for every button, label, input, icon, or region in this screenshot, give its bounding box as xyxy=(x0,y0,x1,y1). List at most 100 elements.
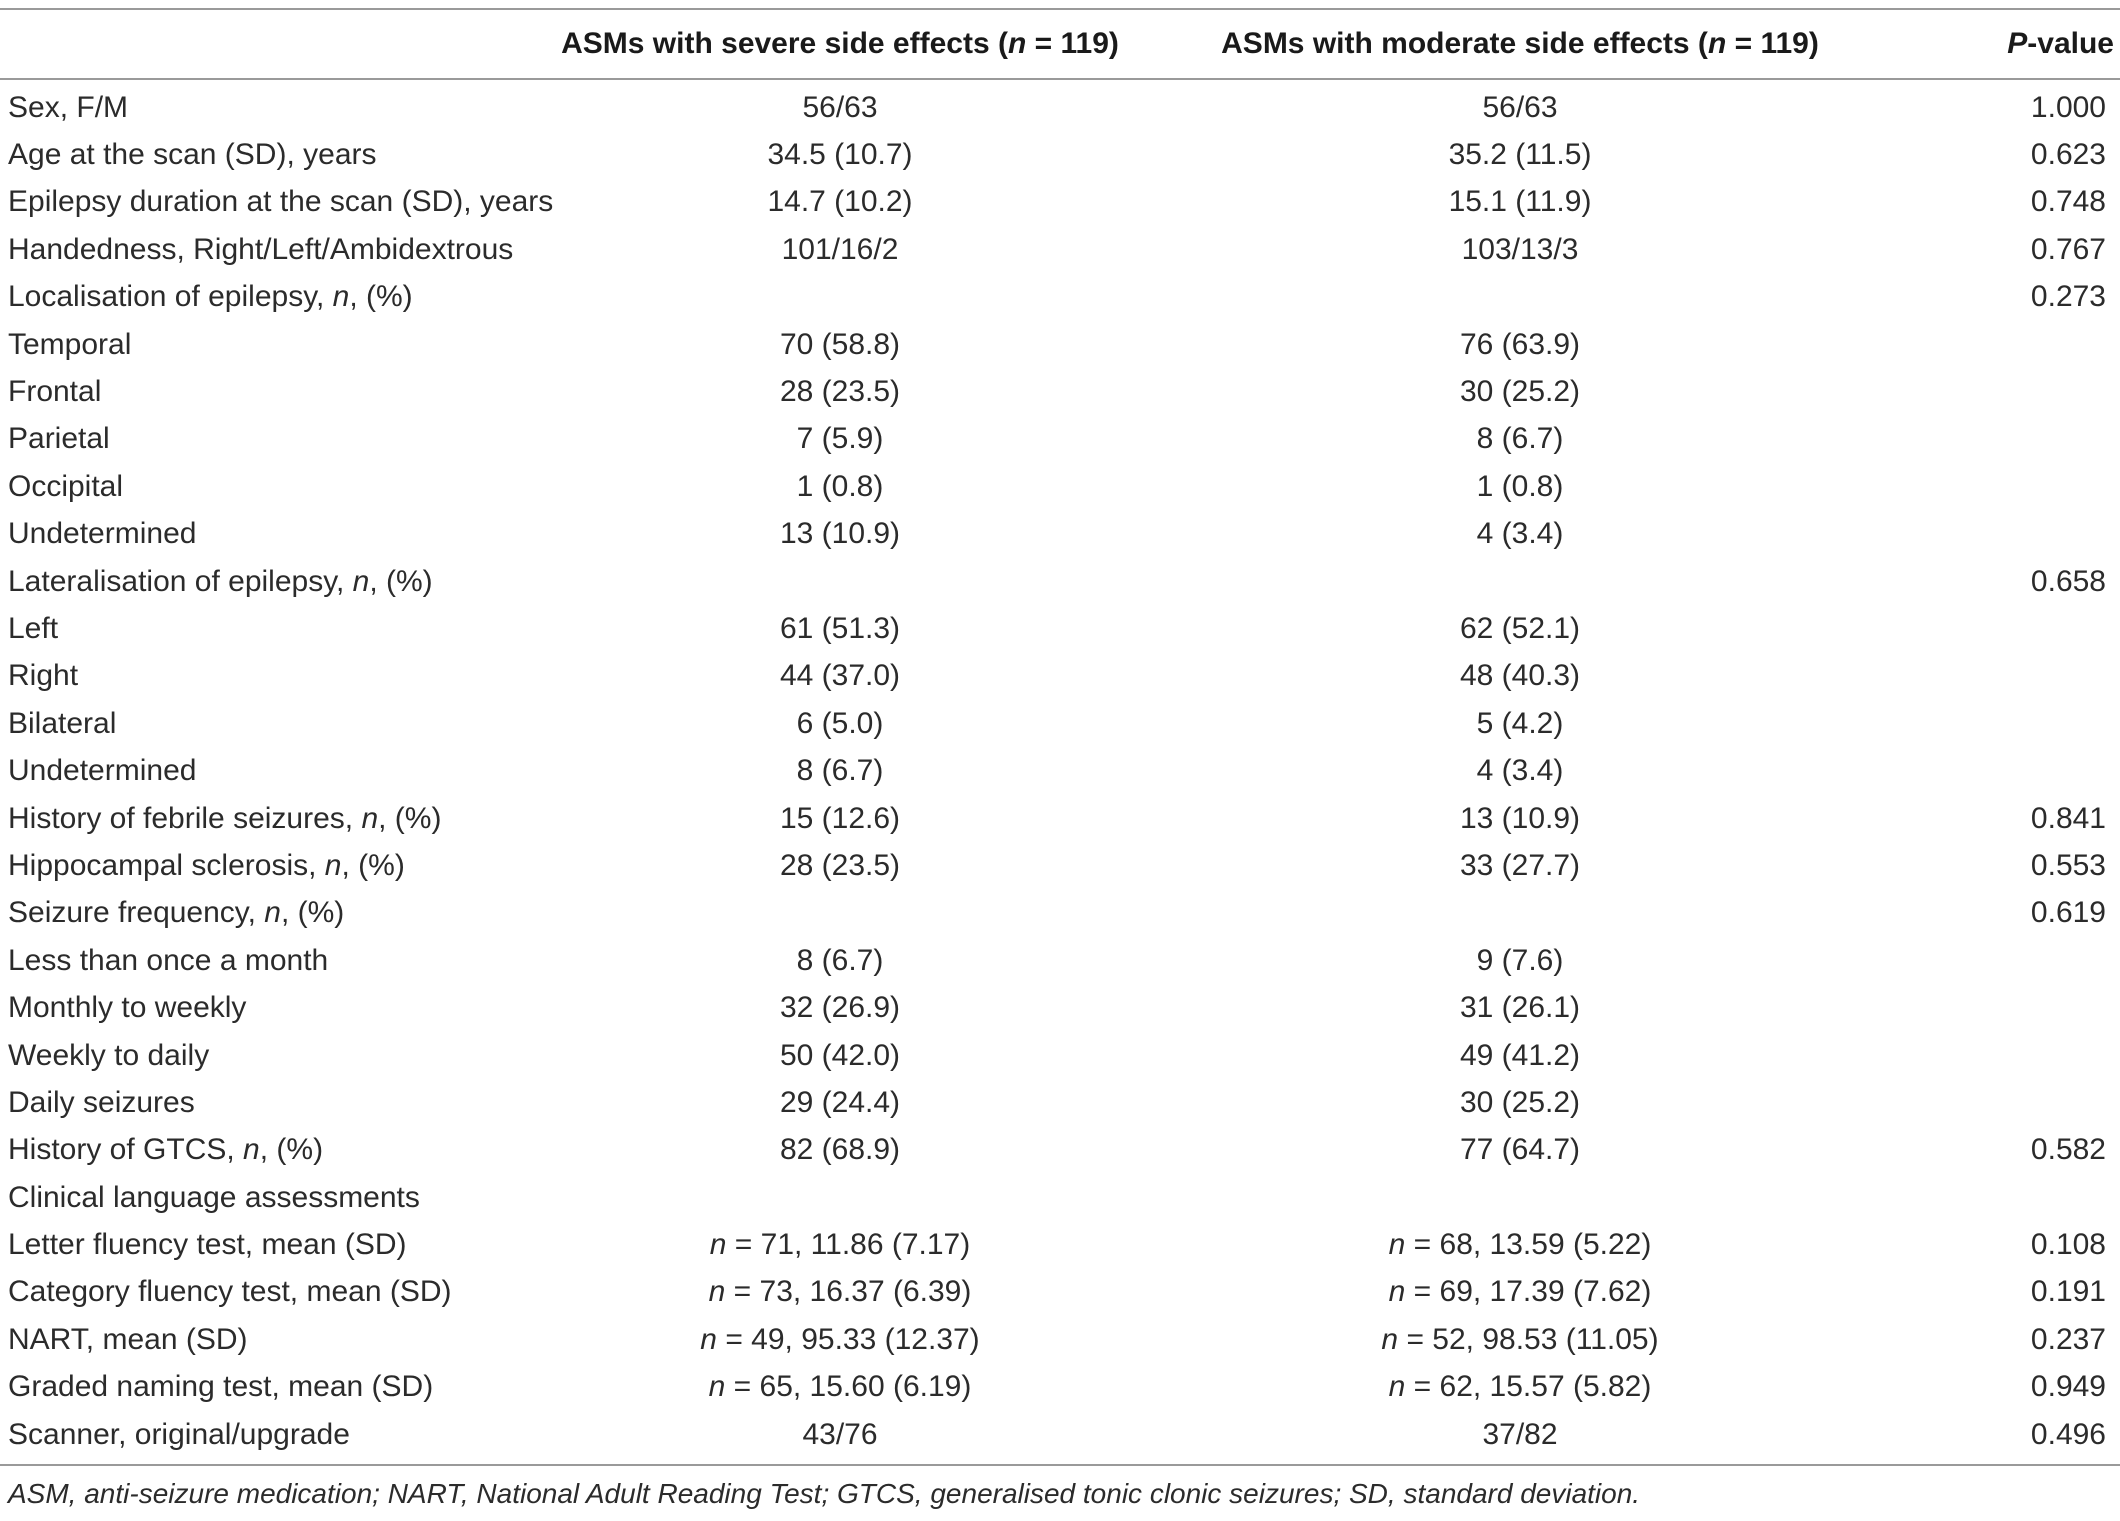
header-row: ASMs with severe side effects (n = 119) … xyxy=(0,9,2120,79)
table-row: Bilateral 6 (5.0) 5 (4.2) xyxy=(0,700,2120,747)
severe-value: n = 65, 15.60 (6.19) xyxy=(708,1370,972,1404)
p-value: 0.623 xyxy=(2030,138,2106,172)
table-header: ASMs with severe side effects (n = 119) … xyxy=(0,9,2120,79)
table-row: Epilepsy duration at the scan (SD), year… xyxy=(0,179,2120,226)
row-label: Lateralisation of epilepsy, n, (%) xyxy=(8,564,433,598)
row-label: Hippocampal sclerosis, n, (%) xyxy=(8,848,405,882)
severe-value: 13 (10.9) xyxy=(779,517,901,551)
row-label: Undetermined xyxy=(8,754,197,788)
row-label: Scanner, original/upgrade xyxy=(8,1417,350,1451)
table-row: Category fluency test, mean (SD) n = 73, … xyxy=(0,1269,2120,1316)
table-row: Seizure frequency, n, (%) 0.619 xyxy=(0,890,2120,937)
row-label: History of GTCS, n, (%) xyxy=(8,1133,324,1167)
row-label: Handedness, Right/Left/Ambidextrous xyxy=(8,232,514,266)
row-label: Occipital xyxy=(8,469,124,503)
table-row: Occipital 1 (0.8) 1 (0.8) xyxy=(0,463,2120,510)
moderate-value: n = 62, 15.57 (5.82) xyxy=(1388,1370,1652,1404)
moderate-value: n = 52, 98.53 (11.05) xyxy=(1381,1322,1659,1356)
table-row: Localisation of epilepsy, n, (%) 0.273 xyxy=(0,274,2120,321)
header-label xyxy=(0,9,500,79)
p-value xyxy=(1860,984,2120,1031)
table-row: Handedness, Right/Left/Ambidextrous 101/1… xyxy=(0,226,2120,273)
moderate-value: 35.2 (11.5) xyxy=(1448,138,1592,172)
moderate-value: 13 (10.9) xyxy=(1459,801,1581,835)
row-label: Monthly to weekly xyxy=(8,991,247,1025)
table-row: Sex, F/M 56/63 56/63 1.000 xyxy=(0,79,2120,131)
table-row: Temporal 70 (58.8) 76 (63.9) xyxy=(0,321,2120,368)
moderate-value: 9 (7.6) xyxy=(1476,943,1564,977)
table-row: Frontal 28 (23.5) 30 (25.2) xyxy=(0,368,2120,415)
moderate-value: 30 (25.2) xyxy=(1459,1085,1581,1119)
p-value: 0.237 xyxy=(2030,1322,2106,1356)
header-p-value: P-value xyxy=(2007,27,2114,60)
moderate-value: 49 (41.2) xyxy=(1459,1038,1581,1072)
moderate-value: 33 (27.7) xyxy=(1459,848,1581,882)
moderate-value: 4 (3.4) xyxy=(1476,517,1564,551)
table-footer: ASM, anti-seizure medication; NART, Nati… xyxy=(0,1465,2120,1510)
table-row: Left 61 (51.3) 62 (52.1) xyxy=(0,605,2120,652)
p-value xyxy=(1860,368,2120,415)
severe-value: 8 (6.7) xyxy=(796,943,884,977)
p-value xyxy=(1860,605,2120,652)
severe-value: 28 (23.5) xyxy=(779,848,901,882)
severe-value: 6 (5.0) xyxy=(796,706,884,740)
severe-value: 1 (0.8) xyxy=(796,469,884,503)
p-value: 0.273 xyxy=(2030,280,2106,314)
row-label: Parietal xyxy=(8,422,110,456)
p-value: 0.949 xyxy=(2030,1370,2106,1404)
header-moderate: ASMs with moderate side effects (n = 119… xyxy=(1221,27,1819,60)
row-label: Clinical language assessments xyxy=(8,1180,420,1214)
severe-value: 101/16/2 xyxy=(781,232,899,266)
table-row: Undetermined 13 (10.9) 4 (3.4) xyxy=(0,511,2120,558)
row-label: Less than once a month xyxy=(8,943,329,977)
p-value: 0.582 xyxy=(2030,1133,2106,1167)
p-value: 0.767 xyxy=(2030,232,2106,266)
moderate-value: 48 (40.3) xyxy=(1459,659,1581,693)
p-value: 0.619 xyxy=(2030,896,2106,930)
p-value xyxy=(1860,416,2120,463)
row-label: Undetermined xyxy=(8,517,197,551)
p-value: 1.000 xyxy=(2030,90,2106,124)
table-row: Monthly to weekly 32 (26.9) 31 (26.1) xyxy=(0,984,2120,1031)
severe-value xyxy=(500,1174,1180,1221)
severe-value: 7 (5.9) xyxy=(796,422,884,456)
severe-value: n = 49, 95.33 (12.37) xyxy=(700,1322,980,1356)
row-label: Left xyxy=(8,611,59,645)
footnote-row: ASM, anti-seizure medication; NART, Nati… xyxy=(0,1465,2120,1510)
moderate-value: n = 69, 17.39 (7.62) xyxy=(1388,1275,1652,1309)
severe-value: 8 (6.7) xyxy=(796,754,884,788)
moderate-value xyxy=(1180,558,1860,605)
p-value xyxy=(1860,321,2120,368)
severe-value xyxy=(500,274,1180,321)
severe-value: 15 (12.6) xyxy=(779,801,901,835)
header-severe: ASMs with severe side effects (n = 119) xyxy=(561,27,1119,60)
moderate-value xyxy=(1180,890,1860,937)
moderate-value: 30 (25.2) xyxy=(1459,375,1581,409)
severe-value: 50 (42.0) xyxy=(779,1038,901,1072)
severe-value: 44 (37.0) xyxy=(779,659,901,693)
demographics-table: ASMs with severe side effects (n = 119) … xyxy=(0,8,2120,1510)
p-value xyxy=(1860,1032,2120,1079)
severe-value: 34.5 (10.7) xyxy=(767,138,913,172)
moderate-value xyxy=(1180,274,1860,321)
table-body: Sex, F/M 56/63 56/63 1.000 Age at the scan (… xyxy=(0,79,2120,1465)
severe-value: 43/76 xyxy=(802,1417,878,1451)
moderate-value xyxy=(1180,1174,1860,1221)
table-row: History of GTCS, n, (%) 82 (68.9) 77 (64.7… xyxy=(0,1127,2120,1174)
severe-value: 82 (68.9) xyxy=(779,1133,901,1167)
moderate-value: 1 (0.8) xyxy=(1476,469,1564,503)
severe-value xyxy=(500,558,1180,605)
moderate-value: 8 (6.7) xyxy=(1476,422,1564,456)
p-value xyxy=(1860,700,2120,747)
row-label: Letter fluency test, mean (SD) xyxy=(8,1228,407,1262)
row-label: Sex, F/M xyxy=(8,90,129,124)
p-value: 0.191 xyxy=(2030,1275,2106,1309)
moderate-value: n = 68, 13.59 (5.22) xyxy=(1388,1228,1652,1262)
table-row: Scanner, original/upgrade 43/76 37/82 0.496 xyxy=(0,1411,2120,1465)
table-row: NART, mean (SD) n = 49, 95.33 (12.37) n = … xyxy=(0,1316,2120,1363)
table-row: Graded naming test, mean (SD) n = 65, 15.… xyxy=(0,1364,2120,1411)
row-label: NART, mean (SD) xyxy=(8,1322,248,1356)
table-row: Letter fluency test, mean (SD) n = 71, 11… xyxy=(0,1221,2120,1268)
row-label: Temporal xyxy=(8,327,132,361)
